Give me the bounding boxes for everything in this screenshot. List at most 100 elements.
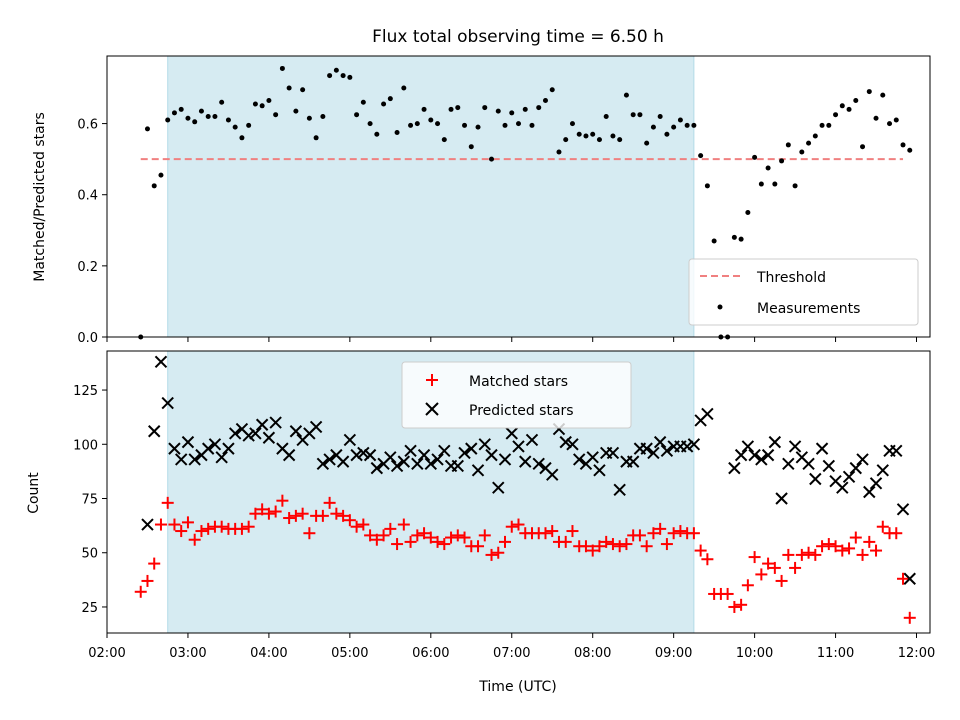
matched-star-point xyxy=(431,535,444,548)
predicted-star-point xyxy=(802,457,815,471)
matched-star-point xyxy=(822,538,835,551)
predicted-star-point xyxy=(890,444,903,457)
predicted-star-point xyxy=(546,468,559,481)
matched-star-point xyxy=(478,529,491,542)
predicted-star-point xyxy=(593,464,606,477)
matched-star-point xyxy=(262,507,275,520)
predicted-star-point xyxy=(289,425,303,438)
matched-stars-points xyxy=(134,494,916,624)
predicted-star-point xyxy=(411,457,424,471)
matched-star-point xyxy=(600,535,613,548)
measurement-point xyxy=(772,181,778,187)
predicted-star-point xyxy=(350,448,363,462)
predicted-star-point xyxy=(640,442,653,455)
measurement-point xyxy=(381,101,387,107)
matched-star-point xyxy=(890,527,903,540)
matched-star-point xyxy=(195,525,208,538)
predicted-star-point xyxy=(181,435,195,449)
predicted-star-point xyxy=(431,453,444,466)
matched-star-point xyxy=(755,568,768,581)
predicted-star-point xyxy=(397,455,411,468)
matched-star-point xyxy=(451,529,464,542)
predicted-star-point xyxy=(782,457,795,471)
predicted-stars-points xyxy=(141,355,916,585)
matched-star-point xyxy=(188,533,201,546)
matched-star-point xyxy=(768,561,781,574)
predicted-star-point xyxy=(660,444,674,457)
measurement-point xyxy=(873,115,879,121)
measurement-point xyxy=(664,131,670,137)
x-tick-label: 11:00 xyxy=(817,646,854,661)
matched-star-point xyxy=(762,557,775,570)
matched-star-point xyxy=(654,522,667,535)
matched-star-point xyxy=(728,600,741,613)
predicted-star-point xyxy=(316,457,330,471)
predicted-star-point xyxy=(215,451,228,464)
matched-star-point xyxy=(863,535,876,548)
matched-star-point xyxy=(775,574,788,587)
matched-star-point xyxy=(276,494,289,507)
predicted-star-point xyxy=(856,453,869,466)
predicted-star-point xyxy=(228,427,242,440)
measurement-point xyxy=(799,149,805,155)
predicted-star-point xyxy=(249,427,262,440)
x-tick-label: 03:00 xyxy=(169,646,206,661)
measurement-point xyxy=(286,85,292,91)
predicted-star-point xyxy=(384,451,397,464)
predicted-star-point xyxy=(728,461,741,475)
measurement-point xyxy=(853,97,859,103)
measurement-point xyxy=(839,103,845,109)
predicted-star-point xyxy=(573,453,586,466)
predicted-star-point xyxy=(309,420,323,434)
measurement-point xyxy=(516,121,521,127)
measurement-point xyxy=(367,121,373,127)
predicted-star-point xyxy=(208,438,222,451)
measurement-point xyxy=(745,210,751,216)
measurement-point xyxy=(536,105,542,111)
matched-star-point xyxy=(397,518,410,531)
matched-star-point xyxy=(539,527,552,540)
matched-star-point xyxy=(289,509,302,522)
predicted-star-point xyxy=(154,355,168,369)
predicted-star-point xyxy=(478,438,491,451)
predicted-star-point xyxy=(363,448,377,462)
predicted-star-point xyxy=(822,459,836,473)
matched-star-point xyxy=(849,531,862,544)
predicted-star-point xyxy=(815,442,829,455)
matched-star-point xyxy=(472,540,485,553)
matched-star-point xyxy=(667,527,680,540)
bottom-y-tick-label: 50 xyxy=(81,547,98,562)
matched-star-point xyxy=(458,531,471,544)
measurement-point xyxy=(246,122,252,128)
matched-star-point xyxy=(418,527,431,540)
measurement-point xyxy=(704,183,710,189)
matched-star-point xyxy=(843,542,856,555)
measurement-point xyxy=(758,181,764,187)
predicted-star-point xyxy=(748,448,761,462)
predicted-star-point xyxy=(863,485,876,499)
measurement-point xyxy=(401,85,407,91)
predicted-star-point xyxy=(761,448,775,462)
predicted-star-point xyxy=(269,416,282,429)
predicted-star-point xyxy=(141,518,154,531)
matched-star-point xyxy=(633,529,646,542)
measurement-point xyxy=(387,96,393,102)
predicted-star-point xyxy=(498,453,512,466)
measurement-point xyxy=(596,137,602,143)
matched-star-point xyxy=(687,527,700,540)
predicted-star-point xyxy=(788,440,802,453)
matched-star-point xyxy=(161,496,174,509)
matched-star-point xyxy=(242,520,255,533)
matched-star-point xyxy=(586,544,599,557)
measurement-point xyxy=(178,106,184,112)
measurement-point xyxy=(900,142,906,148)
x-tick-label: 12:00 xyxy=(898,646,935,661)
predicted-star-point xyxy=(559,435,572,449)
legend-matched-label: Matched stars xyxy=(469,374,568,390)
measurement-point xyxy=(158,172,164,178)
matched-star-point xyxy=(620,538,633,551)
measurement-point xyxy=(421,106,427,112)
measurement-points xyxy=(138,65,913,340)
predicted-star-point xyxy=(404,444,417,457)
